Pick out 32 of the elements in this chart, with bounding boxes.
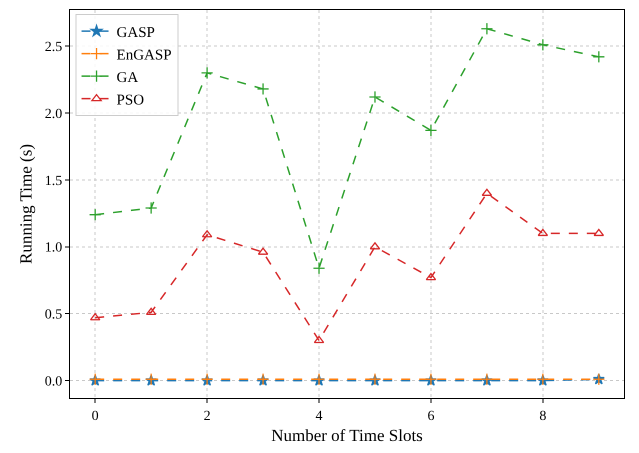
- point: [424, 124, 438, 137]
- y-tick-label: 0.0: [44, 374, 62, 390]
- point: [594, 228, 604, 236]
- point: [426, 272, 436, 280]
- y-tick-label: 1.0: [44, 240, 62, 256]
- x-tick-label: 2: [204, 408, 211, 424]
- x-tick-label: 0: [92, 408, 99, 424]
- point: [538, 228, 548, 236]
- point: [256, 82, 270, 96]
- legend-label: GA: [116, 70, 138, 86]
- y-tick-label: 1.5: [44, 174, 62, 189]
- point: [312, 262, 326, 274]
- x-axis-title: Number of Time Slots: [271, 426, 423, 446]
- y-tick-label: 0.5: [44, 308, 62, 323]
- point: [314, 336, 324, 344]
- x-tick-label: 8: [539, 408, 546, 424]
- point: [88, 208, 102, 221]
- y-axis-title: Running Time (s): [16, 144, 36, 264]
- point: [368, 90, 382, 104]
- point: [200, 66, 214, 80]
- legend-label: PSO: [116, 92, 144, 108]
- legend-label: GASP: [116, 24, 155, 41]
- x-tick-label: 6: [427, 408, 434, 424]
- point: [144, 202, 158, 214]
- x-tick-label: 4: [316, 408, 323, 424]
- y-tick-label: 2.5: [44, 40, 62, 56]
- point: [146, 308, 156, 316]
- point: [592, 50, 606, 64]
- point: [480, 22, 494, 35]
- point: [536, 38, 550, 52]
- legend-label: EnGASP: [116, 47, 172, 64]
- y-tick-label: 2.0: [44, 106, 62, 122]
